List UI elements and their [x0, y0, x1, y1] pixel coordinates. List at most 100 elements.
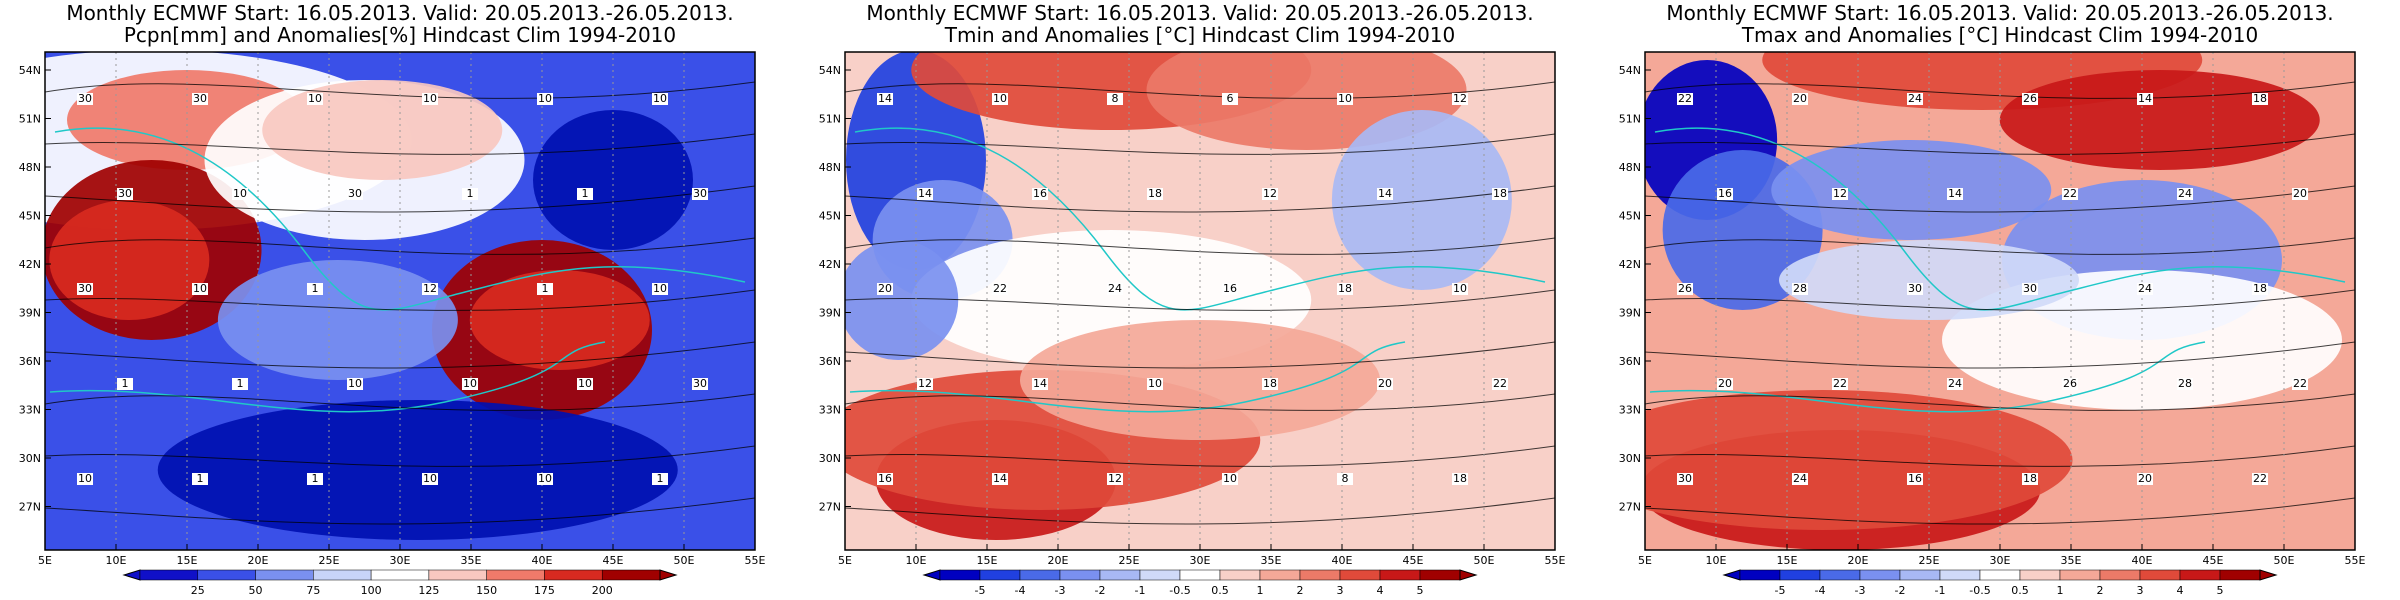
contour-label: 12 [1108, 472, 1122, 485]
colorbar-label: 4 [2177, 584, 2184, 597]
contour-label-box [2252, 93, 2268, 105]
x-tick-label: 15E [177, 554, 198, 567]
contour-label-box [917, 378, 933, 390]
contour-line [45, 185, 755, 213]
x-tick-label: 10E [906, 554, 927, 567]
contour-label-box [1832, 378, 1848, 390]
colorbar-label: -2 [1895, 584, 1906, 597]
x-tick-label: 30E [1190, 554, 1211, 567]
y-tick-label: 54N [1619, 64, 1641, 77]
contour-label-box [1107, 93, 1123, 105]
contour-label: 14 [1378, 187, 1392, 200]
contour-label-box [1032, 378, 1048, 390]
colorbar-segment [1259, 569, 1301, 581]
contour-label: 10 [1338, 92, 1352, 105]
colorbar-segment [1819, 569, 1861, 581]
contour-label: 10 [1223, 472, 1237, 485]
x-tick-label: 40E [1332, 554, 1353, 567]
y-tick-label: 30N [819, 452, 841, 465]
contour-label: 30 [1678, 472, 1692, 485]
colorbar-label: 3 [1337, 584, 1344, 597]
x-tick-label: 20E [248, 554, 269, 567]
x-tick-label: 5E [38, 554, 52, 567]
y-tick-label: 33N [1619, 404, 1641, 417]
contour-label: 30 [693, 377, 707, 390]
contour-label-box [77, 93, 93, 105]
contour-label-box [422, 473, 438, 485]
contour-label: 1 [197, 472, 204, 485]
contour-label: 30 [348, 187, 362, 200]
colorbar-segment [428, 569, 487, 581]
contour-label: 10 [1148, 377, 1162, 390]
x-tick-label: 35E [1261, 554, 1282, 567]
contour-label-box [2022, 473, 2038, 485]
contour-label: 22 [2253, 472, 2267, 485]
y-tick-label: 36N [819, 355, 841, 368]
y-tick-label: 48N [1619, 161, 1641, 174]
colorbar-label: -0.5 [1969, 584, 1990, 597]
colorbar-segment [1779, 569, 1821, 581]
colorbar-segment [1859, 569, 1901, 581]
contour-label: 26 [2063, 377, 2077, 390]
contour-label-box [2177, 378, 2193, 390]
contour-label: 22 [1493, 377, 1507, 390]
x-tick-label: 45E [1403, 554, 1424, 567]
contour-label: 14 [878, 92, 892, 105]
colorbar-segment [544, 569, 603, 581]
contour-label: 1 [542, 282, 549, 295]
contour-label-box [1677, 283, 1693, 295]
x-tick-label: 30E [390, 554, 411, 567]
contour-label-box [1792, 473, 1808, 485]
map-plot: 30 30 10 10 10 10 30 10 30 1 1 30 30 10 1 12 1 10 1 1 10 10 10… [19, 51, 766, 567]
contour-label: 12 [423, 282, 437, 295]
colorbar-label: -2 [1095, 584, 1106, 597]
contour-label-box [692, 188, 708, 200]
colorbar-segment [1139, 569, 1181, 581]
contour-label: 30 [78, 282, 92, 295]
contour-line [45, 445, 755, 467]
colorbar-label: 1 [2057, 584, 2064, 597]
contour-label: 18 [2023, 472, 2037, 485]
contour-label-box [1792, 93, 1808, 105]
colorbar-segment [2099, 569, 2141, 581]
contour-label-box [2137, 283, 2153, 295]
colorbar-label: 0.5 [2011, 584, 2029, 597]
contour-label: 18 [2253, 92, 2267, 105]
contour-line [845, 497, 1555, 525]
contour-label-box [1337, 93, 1353, 105]
x-tick-label: 55E [1545, 554, 1566, 567]
contour-label-box [232, 188, 248, 200]
x-tick-label: 25E [319, 554, 340, 567]
contour-label-box [577, 188, 593, 200]
contour-label-box [992, 473, 1008, 485]
contour-line [1645, 497, 2355, 525]
contour-label: 10 [993, 92, 1007, 105]
contour-line [845, 185, 1555, 213]
contour-label: 10 [78, 472, 92, 485]
contour-label-box [422, 283, 438, 295]
contour-label-box [117, 378, 133, 390]
contour-label-box [877, 283, 893, 295]
x-tick-label: 50E [674, 554, 695, 567]
contour-label-box [1492, 378, 1508, 390]
colorbar-segment [1059, 569, 1101, 581]
contour-label: 20 [2138, 472, 2152, 485]
contour-label-box [1947, 188, 1963, 200]
contour-label-box [307, 283, 323, 295]
contour-label-box [1377, 378, 1393, 390]
colorbar-segment [1099, 569, 1141, 581]
contour-label: 10 [193, 282, 207, 295]
contour-label: 1 [582, 187, 589, 200]
contour-label: 22 [2063, 187, 2077, 200]
colorbar-label: -5 [1775, 584, 1786, 597]
colorbar-segment [1979, 569, 2021, 581]
colorbar-segment [1219, 569, 1261, 581]
contour-label-box [1947, 378, 1963, 390]
contour-line [1645, 133, 2355, 155]
contour-label: 18 [1453, 472, 1467, 485]
contour-label: 14 [918, 187, 932, 200]
anomaly-region [469, 270, 650, 370]
y-tick-label: 27N [1619, 501, 1641, 514]
x-tick-label: 25E [1119, 554, 1140, 567]
contour-label: 18 [1148, 187, 1162, 200]
